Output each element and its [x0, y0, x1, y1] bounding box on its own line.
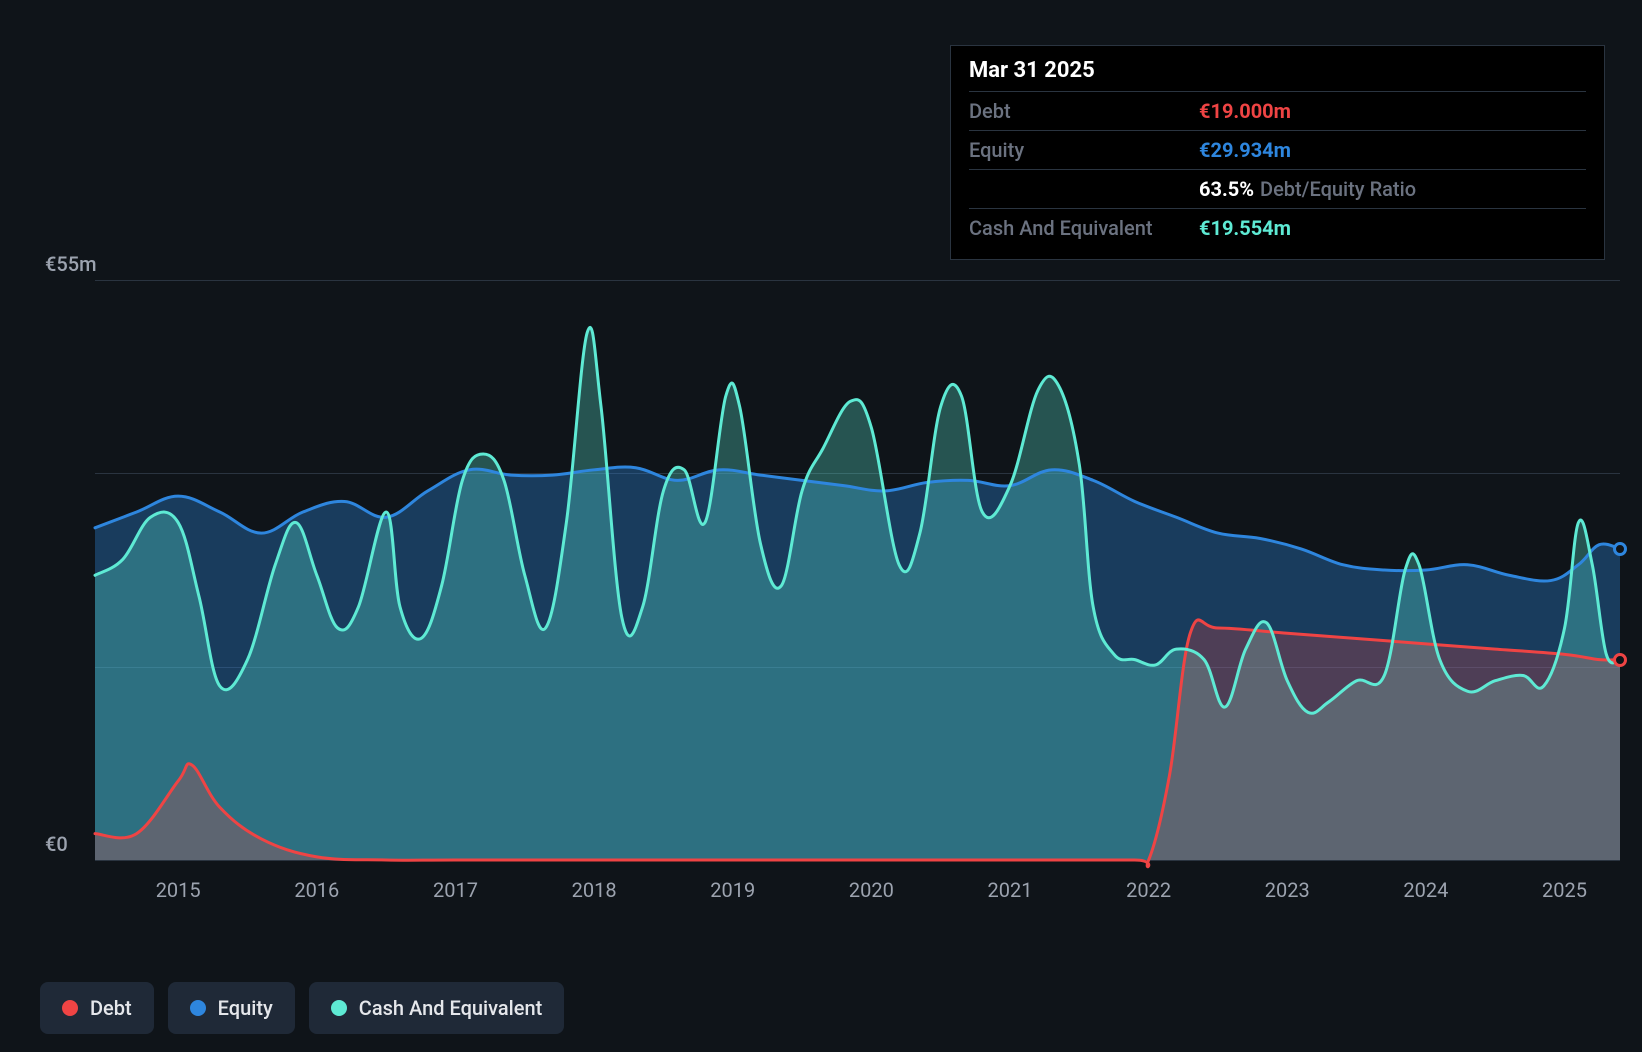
legend-label: Cash And Equivalent [359, 996, 543, 1020]
x-axis-label: 2020 [849, 878, 894, 902]
tooltip-row: Cash And Equivalent€19.554m [969, 208, 1586, 247]
financial-chart: €55m €0 2015 2016 2017 2018 2019 2020 2021 2022 2… [40, 20, 1620, 920]
legend-dot-icon [331, 1000, 347, 1016]
tooltip-row-label: Debt [969, 99, 1199, 123]
y-axis-label: €0 [45, 832, 68, 856]
chart-tooltip: Mar 31 2025 Debt€19.000mEquity€29.934m63… [950, 45, 1605, 260]
tooltip-row-suffix: Debt/Equity Ratio [1260, 177, 1416, 201]
tooltip-row-label: Cash And Equivalent [969, 216, 1199, 240]
legend-dot-icon [190, 1000, 206, 1016]
legend-label: Equity [218, 996, 273, 1020]
x-axis-label: 2024 [1403, 878, 1448, 902]
tooltip-row-value: €19.000m [1199, 99, 1291, 123]
tooltip-row: 63.5%Debt/Equity Ratio [969, 169, 1586, 208]
x-axis-label: 2015 [156, 878, 201, 902]
tooltip-row-label [969, 177, 1199, 201]
tooltip-row-value: €29.934m [1199, 138, 1291, 162]
legend-item-equity[interactable]: Equity [168, 982, 295, 1034]
x-axis-label: 2016 [294, 878, 339, 902]
legend-dot-icon [62, 1000, 78, 1016]
x-axis-label: 2018 [572, 878, 617, 902]
y-axis-label: €55m [45, 252, 97, 276]
x-axis-label: 2022 [1126, 878, 1171, 902]
chart-legend: Debt Equity Cash And Equivalent [40, 982, 564, 1034]
equity-end-marker [1613, 542, 1627, 556]
x-axis-label: 2019 [710, 878, 755, 902]
tooltip-row-value: 63.5% [1199, 177, 1254, 201]
legend-item-cash-and-equivalent[interactable]: Cash And Equivalent [309, 982, 565, 1034]
tooltip-row-value: €19.554m [1199, 216, 1291, 240]
tooltip-row: Debt€19.000m [969, 91, 1586, 130]
tooltip-row-label: Equity [969, 138, 1199, 162]
x-axis-label: 2025 [1542, 878, 1587, 902]
tooltip-row: Equity€29.934m [969, 130, 1586, 169]
plot-area[interactable] [95, 280, 1620, 860]
x-axis-label: 2021 [988, 878, 1033, 902]
tooltip-date: Mar 31 2025 [969, 58, 1586, 91]
x-axis-label: 2023 [1265, 878, 1310, 902]
debt-end-marker [1613, 653, 1627, 667]
x-axis-label: 2017 [433, 878, 478, 902]
legend-item-debt[interactable]: Debt [40, 982, 154, 1034]
legend-label: Debt [90, 996, 132, 1020]
